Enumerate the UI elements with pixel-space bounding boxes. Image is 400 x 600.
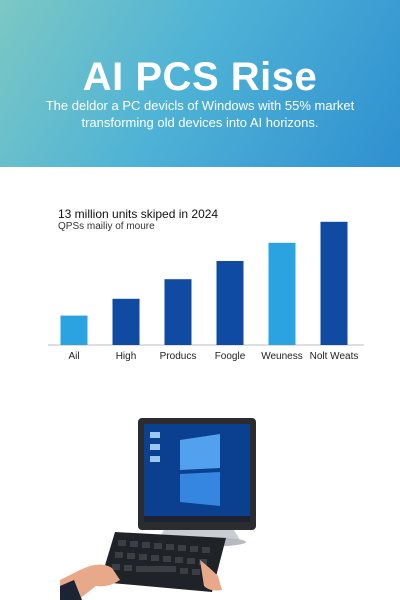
- bar-chart: Ail High Producs Foogle Weuness Nolt Weats: [48, 221, 364, 362]
- chart-title: 13 million units skiped in 2024: [58, 207, 219, 221]
- monitor-icon: [138, 418, 256, 547]
- bar-1: [112, 298, 140, 345]
- header-banner: AI PCS Rise The deldor a PC devicls of W…: [0, 0, 400, 167]
- bar-5: [320, 221, 348, 345]
- page-title: AI PCS Rise: [82, 55, 318, 99]
- chart-subtitle: QPSs mailiy of moure: [58, 221, 155, 232]
- bar-3: [216, 261, 244, 345]
- bar-0: [60, 315, 88, 345]
- x-tick-label: Ail: [68, 351, 79, 362]
- hands-icon: [60, 560, 222, 600]
- x-tick-label: Nolt Weats: [310, 351, 359, 362]
- bar-2: [164, 279, 192, 345]
- x-tick-label: Producs: [160, 351, 197, 362]
- x-tick-label: High: [116, 351, 137, 362]
- bar-4: [268, 242, 296, 345]
- computer-illustration: [60, 418, 256, 600]
- banner-description: The deldor a PC devicls of Windows with …: [45, 98, 355, 130]
- x-tick-label: Foogle: [215, 351, 246, 362]
- keyboard-icon: [100, 532, 226, 592]
- x-tick-label: Weuness: [261, 351, 303, 362]
